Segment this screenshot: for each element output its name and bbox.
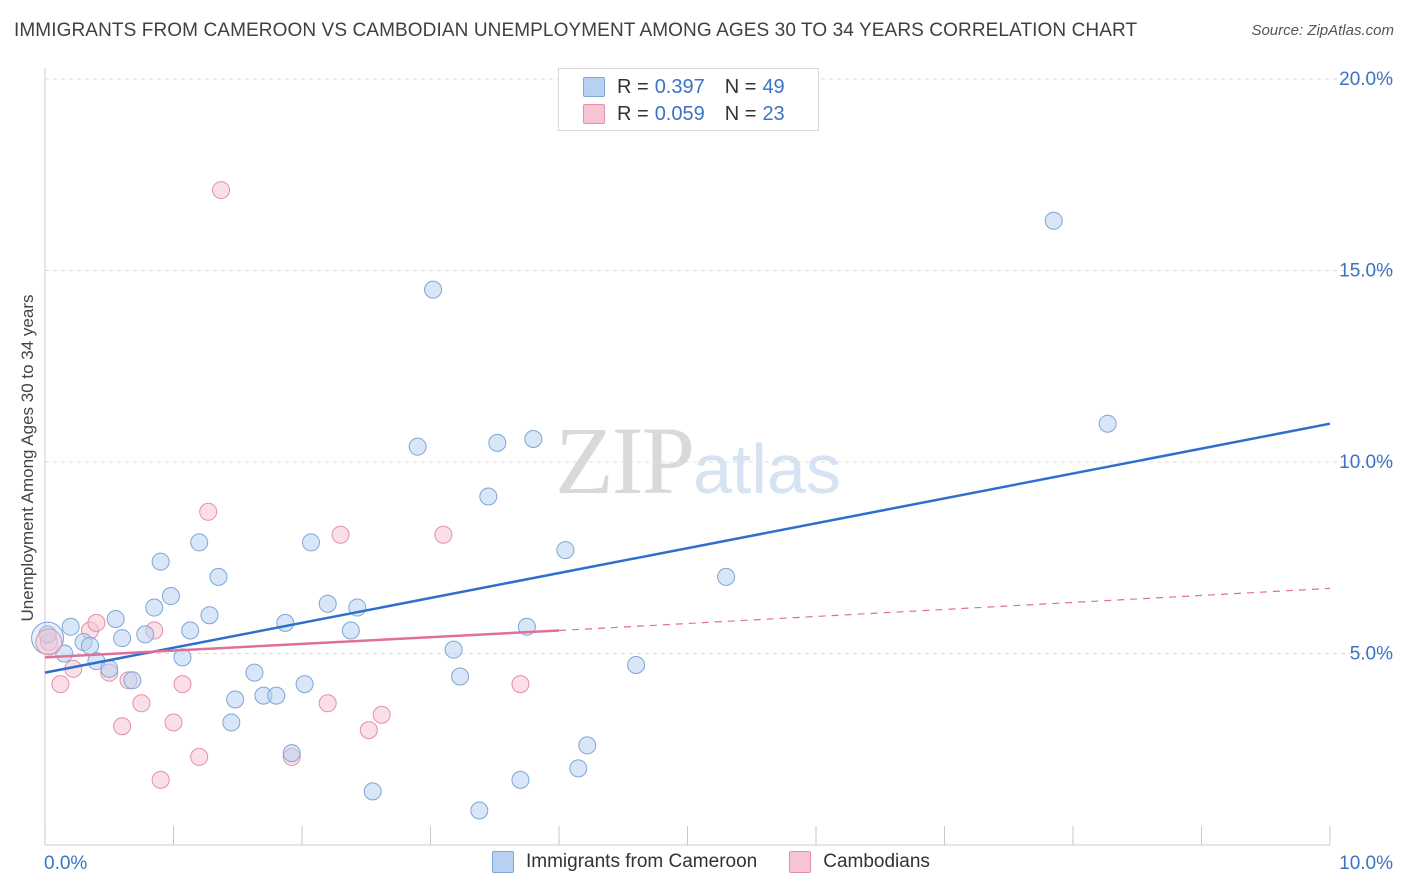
legend-item-cambodians: Cambodians	[789, 851, 930, 873]
data-point-cambodians	[190, 747, 209, 766]
n-value: 23	[762, 102, 785, 125]
y-tick-label: 20.0%	[1339, 69, 1393, 90]
data-point-cambodians	[511, 675, 530, 694]
data-point-cameroon	[100, 659, 119, 678]
data-point-cameroon	[123, 671, 142, 690]
data-point-cameroon	[222, 713, 241, 732]
legend-label: Cambodians	[823, 851, 930, 872]
watermark-atlas: atlas	[693, 430, 841, 508]
data-point-cambodians	[359, 721, 378, 740]
data-point-cameroon	[488, 433, 507, 452]
data-point-cameroon	[181, 621, 200, 640]
data-point-cambodians	[132, 694, 151, 713]
data-point-cluster	[31, 621, 65, 655]
stats-legend: R = 0.397 N = 49 R = 0.059 N = 23	[558, 68, 819, 131]
data-point-cameroon	[200, 606, 219, 625]
data-point-cameroon	[106, 610, 125, 629]
data-point-cameroon	[276, 613, 295, 632]
r-label: R =	[617, 102, 649, 125]
data-point-cameroon	[717, 567, 736, 586]
watermark: ZIPatlas	[555, 405, 841, 516]
data-point-cameroon	[408, 437, 427, 456]
x-tick-label: 10.0%	[1339, 853, 1393, 874]
data-point-cameroon	[295, 675, 314, 694]
stats-row-cambodians: R = 0.059 N = 23	[583, 101, 785, 127]
data-point-cambodians	[51, 675, 70, 694]
data-point-cameroon	[479, 487, 498, 506]
r-value: 0.059	[654, 102, 705, 125]
data-point-cambodians	[331, 525, 350, 544]
data-point-cameroon	[1098, 414, 1117, 433]
trendline-cambodians	[44, 629, 560, 659]
watermark-zip: ZIP	[555, 407, 695, 514]
data-point-cameroon	[267, 686, 286, 705]
data-point-cameroon	[173, 648, 192, 667]
y-tick-label: 5.0%	[1350, 644, 1393, 665]
pink-swatch	[789, 851, 812, 873]
legend-item-cameroon: Immigrants from Cameroon	[492, 851, 757, 873]
chart-title: IMMIGRANTS FROM CAMEROON VS CAMBODIAN UN…	[14, 20, 1138, 41]
data-point-cambodians	[164, 713, 183, 732]
data-point-cameroon	[569, 759, 588, 778]
data-point-cambodians	[113, 717, 132, 736]
data-point-cameroon	[341, 621, 360, 640]
data-point-cambodians	[87, 613, 106, 632]
data-point-cameroon	[151, 552, 170, 571]
data-point-cameroon	[556, 541, 575, 560]
data-point-cameroon	[245, 663, 264, 682]
legend-label: Immigrants from Cameroon	[526, 851, 758, 872]
n-label: N =	[724, 102, 757, 125]
data-point-cameroon	[161, 587, 180, 606]
series-legend: Immigrants from Cameroon Cambodians	[492, 851, 962, 873]
data-point-cameroon	[136, 625, 155, 644]
data-point-cameroon	[470, 801, 489, 820]
data-point-cameroon	[80, 636, 99, 655]
data-point-cameroon	[444, 640, 463, 659]
data-point-cambodians	[173, 675, 192, 694]
data-point-cameroon	[524, 430, 543, 449]
source-label: Source: ZipAtlas.com	[1251, 22, 1394, 39]
data-point-cambodians	[151, 770, 170, 789]
r-label: R =	[617, 75, 649, 98]
data-point-cluster	[35, 628, 63, 656]
r-value: 0.397	[654, 75, 705, 98]
trendline-cambodians-extension	[558, 587, 1331, 632]
pink-swatch	[583, 104, 605, 124]
data-point-cameroon	[578, 736, 597, 755]
blue-swatch	[583, 77, 605, 97]
data-point-cameroon	[627, 655, 646, 674]
data-point-cameroon	[209, 567, 228, 586]
data-point-cameroon	[318, 594, 337, 613]
n-value: 49	[762, 75, 785, 98]
data-point-cameroon	[363, 782, 382, 801]
data-point-cameroon	[145, 598, 164, 617]
data-point-cameroon	[113, 629, 132, 648]
data-point-cameroon	[451, 667, 470, 686]
data-point-cambodians	[199, 502, 218, 521]
data-point-cameroon	[424, 280, 443, 299]
data-point-cameroon	[226, 690, 245, 709]
data-point-cameroon	[1044, 211, 1063, 230]
data-point-cambodians	[372, 705, 391, 724]
data-point-cameroon	[61, 617, 80, 636]
blue-swatch	[492, 851, 514, 873]
trendline-cameroon	[44, 422, 1331, 674]
data-point-cambodians	[434, 525, 453, 544]
stats-row-cameroon: R = 0.397 N = 49	[583, 74, 785, 100]
x-tick-label: 0.0%	[44, 853, 87, 874]
data-point-cameroon	[282, 744, 301, 763]
data-point-cambodians	[318, 694, 337, 713]
data-point-cameroon	[511, 770, 530, 789]
data-point-cameroon	[301, 533, 320, 552]
data-point-cameroon	[190, 533, 209, 552]
n-label: N =	[724, 75, 757, 98]
y-tick-label: 10.0%	[1339, 452, 1393, 473]
data-point-cambodians	[212, 181, 231, 200]
y-tick-label: 15.0%	[1339, 261, 1393, 282]
